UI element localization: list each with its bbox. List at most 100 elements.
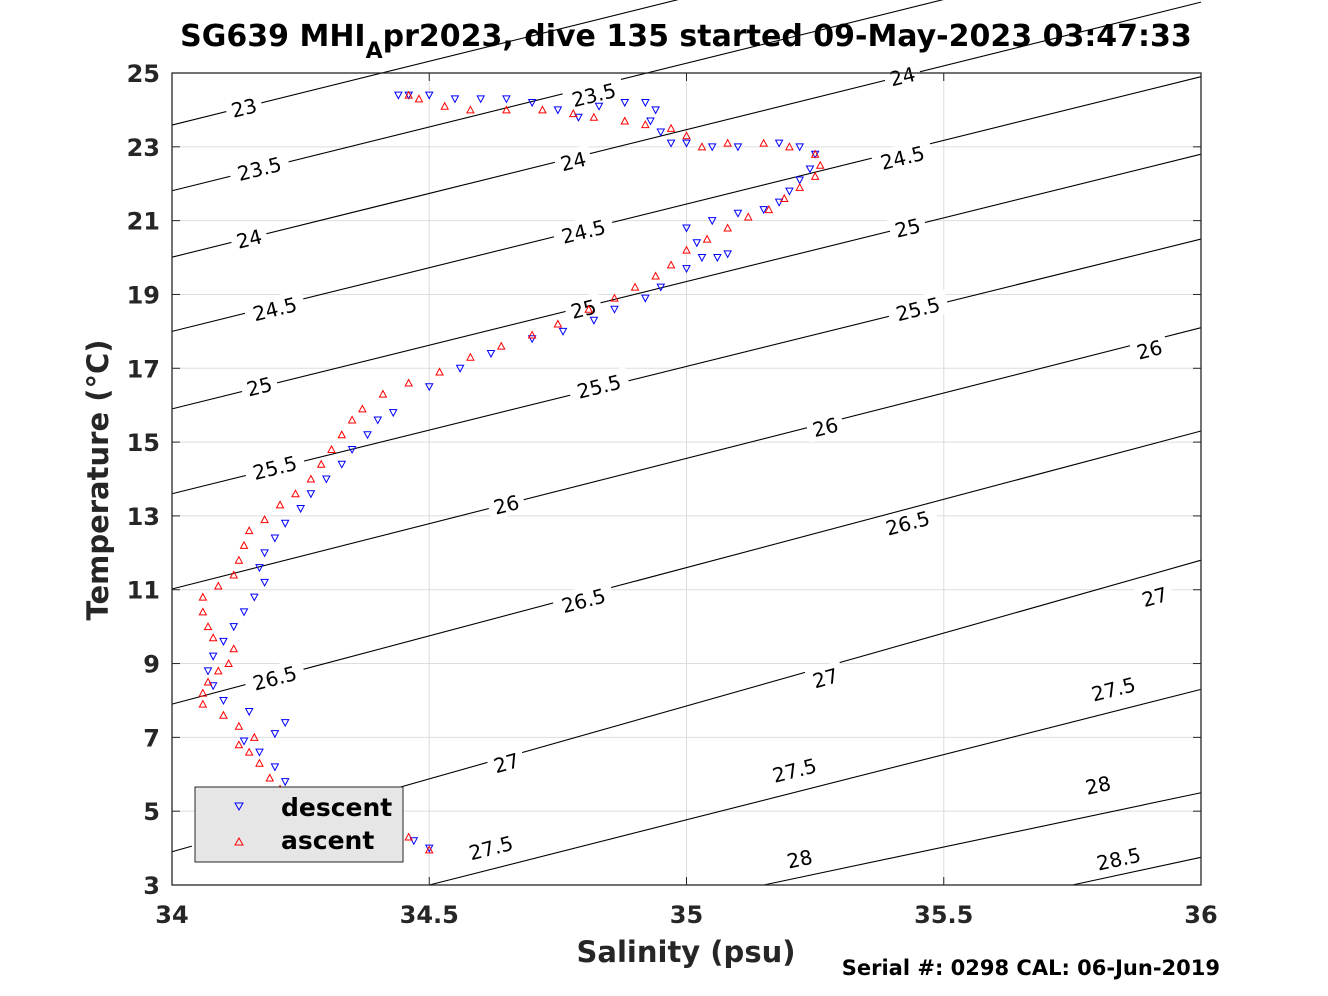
descent-point — [574, 113, 583, 122]
contour-line — [171, 430, 1202, 705]
ascent-point — [255, 758, 264, 767]
y-tick-label: 7 — [143, 724, 160, 752]
ascent-point — [553, 319, 563, 328]
ascent-point — [265, 773, 275, 782]
ascent-point — [208, 633, 218, 642]
contour-label-bg — [804, 410, 846, 443]
ascent-point — [234, 721, 244, 730]
ascent-point — [651, 271, 660, 280]
contour-label-bg — [1133, 579, 1176, 613]
y-tick-label: 19 — [127, 281, 160, 309]
contour-label-bg — [227, 149, 292, 187]
x-tick-label: 36 — [1184, 901, 1217, 929]
ascent-point — [810, 149, 820, 158]
descent-point — [502, 95, 511, 104]
ascent-point — [249, 732, 259, 741]
descent-point — [795, 143, 805, 152]
descent-point — [682, 139, 691, 148]
ascent-point — [414, 94, 424, 103]
descent-point — [208, 652, 218, 661]
descent-point — [527, 99, 537, 108]
descent-point — [455, 364, 465, 373]
title-part2: pr2023, dive 135 started 09-May-2023 03:… — [383, 19, 1192, 54]
descent-point — [424, 844, 434, 853]
contour-line — [763, 792, 1202, 886]
descent-point — [347, 445, 357, 455]
descent-point — [424, 383, 434, 392]
descent-point — [373, 416, 383, 425]
contour-line — [171, 0, 679, 126]
ascent-point — [641, 120, 650, 129]
ascent-point — [327, 444, 336, 453]
ascent-point — [697, 142, 707, 151]
ascent-point — [404, 90, 414, 99]
descent-point — [322, 475, 331, 484]
legend-ascent-label: ascent — [281, 826, 374, 855]
ascent-point — [213, 581, 223, 590]
contour-label-bg — [1086, 840, 1151, 877]
legend-box — [194, 786, 404, 863]
descent-point — [260, 578, 269, 587]
descent-point — [707, 217, 717, 226]
contour-line — [171, 76, 1202, 332]
ascent-point — [229, 570, 239, 579]
descent-point — [296, 505, 305, 514]
contour-line — [171, 1, 1202, 258]
ascent-point — [589, 112, 599, 121]
contour-label-bg — [551, 580, 616, 620]
ascent-point — [347, 415, 357, 424]
descent-point — [692, 239, 702, 248]
y-tick-label: 9 — [143, 651, 160, 679]
contour-label-bg — [242, 448, 307, 486]
ascent-point — [584, 304, 594, 313]
ascent-point — [316, 459, 326, 468]
descent-point — [249, 593, 259, 602]
contour-label-bg — [485, 745, 527, 779]
contour-label-bg — [552, 144, 594, 177]
descent-point — [219, 696, 228, 706]
ascent-point — [440, 101, 450, 110]
ascent-point — [358, 404, 367, 413]
ascent-point — [702, 234, 712, 243]
ascent-point — [620, 116, 630, 125]
contour-label-bg — [779, 842, 820, 874]
y-tick-label: 25 — [127, 60, 160, 88]
descent-point — [641, 99, 650, 108]
descent-point — [697, 254, 707, 263]
ascent-point — [424, 845, 434, 854]
y-axis-label: Temperature (°C) — [81, 340, 115, 621]
contour-label-bg — [881, 59, 923, 92]
grid — [172, 73, 1201, 885]
ascent-point — [219, 710, 228, 719]
descent-point — [255, 748, 264, 757]
ascent-point — [244, 526, 254, 535]
descent-point — [450, 95, 460, 104]
y-tick-label: 5 — [143, 798, 160, 826]
ascent-point — [723, 223, 732, 232]
descent-point — [409, 837, 419, 846]
contour-label-bg — [561, 75, 626, 114]
descent-point — [363, 431, 372, 440]
title-subscript: A — [366, 39, 383, 64]
ascent-point — [337, 430, 347, 439]
descent-point — [208, 682, 218, 691]
y-tick-label: 11 — [127, 577, 160, 605]
contour-line — [171, 153, 1202, 410]
contour-label-bg — [1077, 768, 1118, 800]
contour-label-bg — [887, 211, 928, 244]
descent-point — [713, 254, 722, 263]
ascent-point — [224, 658, 233, 668]
chart-title: SG639 MHIApr2023, dive 135 started 09-Ma… — [180, 19, 1192, 64]
ascent-point — [198, 592, 208, 601]
descent-point — [553, 106, 563, 115]
legend-ascent-marker — [234, 836, 244, 846]
descent-point — [656, 128, 666, 137]
descent-point — [527, 335, 537, 344]
ascent-point — [260, 515, 269, 524]
descent-point — [610, 305, 619, 314]
descent-point — [476, 95, 486, 104]
y-tick-label: 13 — [127, 503, 160, 531]
descent-point — [306, 490, 316, 499]
ascent-point — [610, 293, 619, 302]
